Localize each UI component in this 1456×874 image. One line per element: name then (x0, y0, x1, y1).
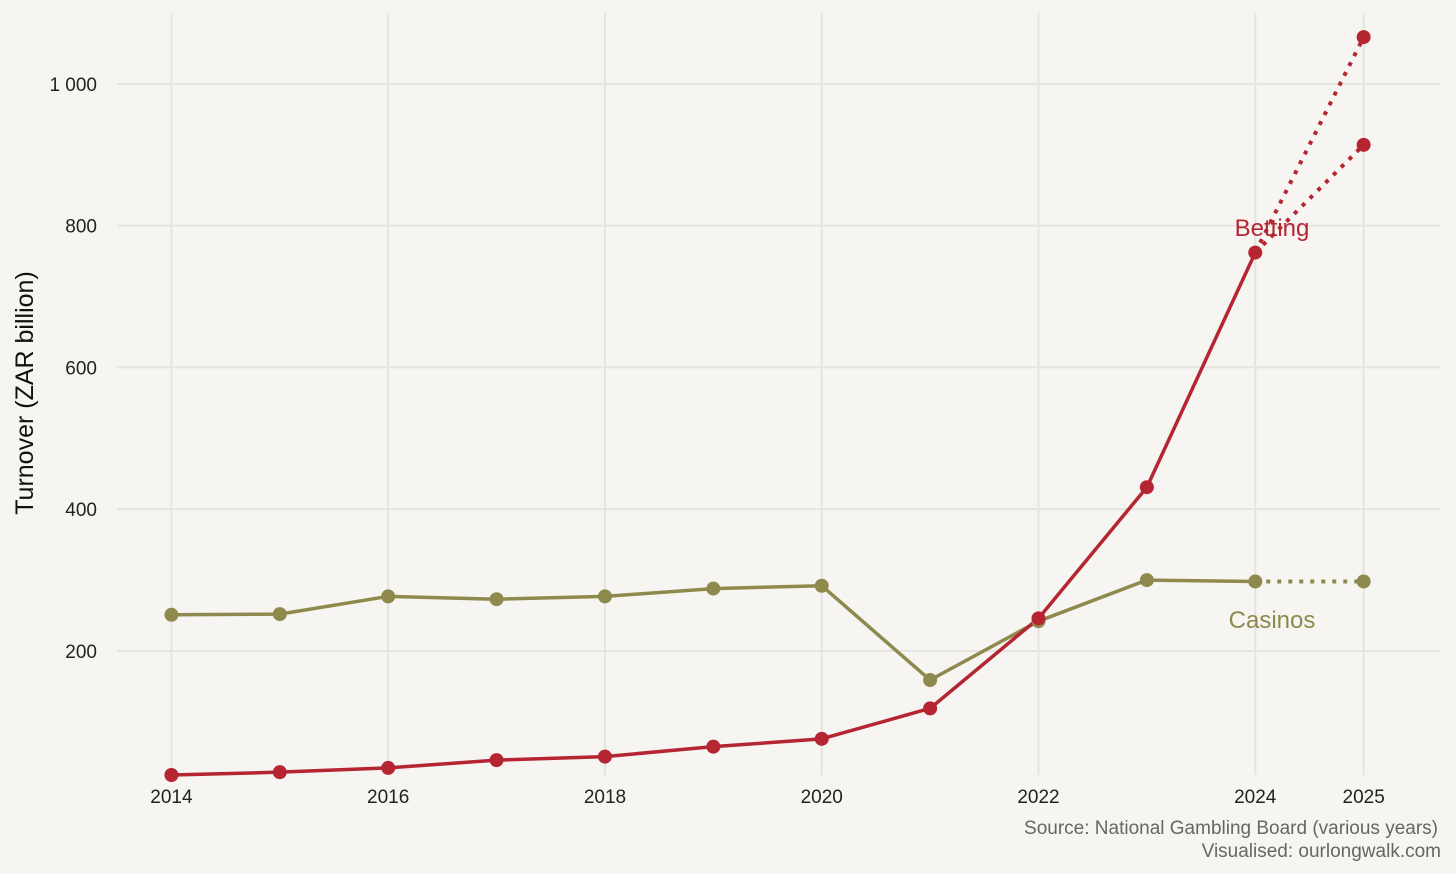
caption-credit: Visualised: ourlongwalk.com (1202, 841, 1441, 862)
point-betting-2018 (597, 749, 612, 764)
projection-point-casinos-2025-0 (1356, 574, 1371, 589)
point-betting-2015 (272, 765, 287, 780)
y-axis-title: Turnover (ZAR billion) (11, 271, 39, 515)
x-tick-label-2020: 2020 (801, 787, 843, 808)
point-betting-2019 (706, 739, 721, 754)
point-betting-2021 (923, 701, 938, 716)
x-tick-label-2014: 2014 (150, 787, 193, 808)
point-casinos-2017 (489, 592, 504, 607)
series-lines (169, 36, 1366, 777)
point-casinos-2018 (597, 589, 612, 604)
x-tick-label-2022: 2022 (1017, 787, 1059, 808)
point-casinos-2020 (814, 578, 829, 593)
point-casinos-2016 (381, 589, 396, 604)
x-tick-label-2018: 2018 (584, 787, 626, 808)
y-tick-label-400: 400 (65, 500, 97, 521)
point-betting-2023 (1139, 480, 1154, 495)
x-tick-label-2016: 2016 (367, 787, 409, 808)
point-casinos-2024 (1248, 574, 1263, 589)
point-casinos-2021 (923, 673, 938, 688)
y-tick-label-600: 600 (65, 358, 97, 379)
series-label-casinos: Casinos (1229, 607, 1316, 634)
point-betting-2017 (489, 753, 504, 768)
point-casinos-2019 (706, 581, 721, 596)
series-points (164, 30, 1371, 782)
caption-source: Source: National Gambling Board (various… (1024, 818, 1438, 839)
point-betting-2014 (164, 768, 179, 782)
projection-point-betting-2025-1 (1356, 137, 1371, 152)
line-betting (169, 250, 1258, 777)
point-casinos-2014 (164, 607, 179, 622)
point-betting-2020 (814, 731, 829, 746)
axis-ticks: 2014 2016 2018 2020 2022 2024 2025 200 400 600 800… (49, 75, 1384, 808)
x-tick-label-2024: 2024 (1234, 787, 1277, 808)
y-tick-label-800: 800 (65, 217, 97, 238)
grid (117, 13, 1440, 775)
projection-betting-1 (1253, 143, 1366, 255)
projection-point-betting-2025-0 (1356, 30, 1371, 45)
series-label-betting: Betting (1235, 215, 1310, 242)
point-betting-2024 (1248, 245, 1263, 260)
y-tick-label-200: 200 (65, 642, 97, 663)
point-casinos-2015 (272, 607, 287, 622)
point-betting-2022 (1031, 611, 1046, 626)
x-tick-label-2025: 2025 (1343, 787, 1385, 808)
point-betting-2016 (381, 760, 396, 775)
projection-betting-0 (1253, 36, 1366, 254)
point-casinos-2023 (1139, 573, 1154, 588)
y-tick-label-1000: 1 000 (49, 75, 97, 96)
